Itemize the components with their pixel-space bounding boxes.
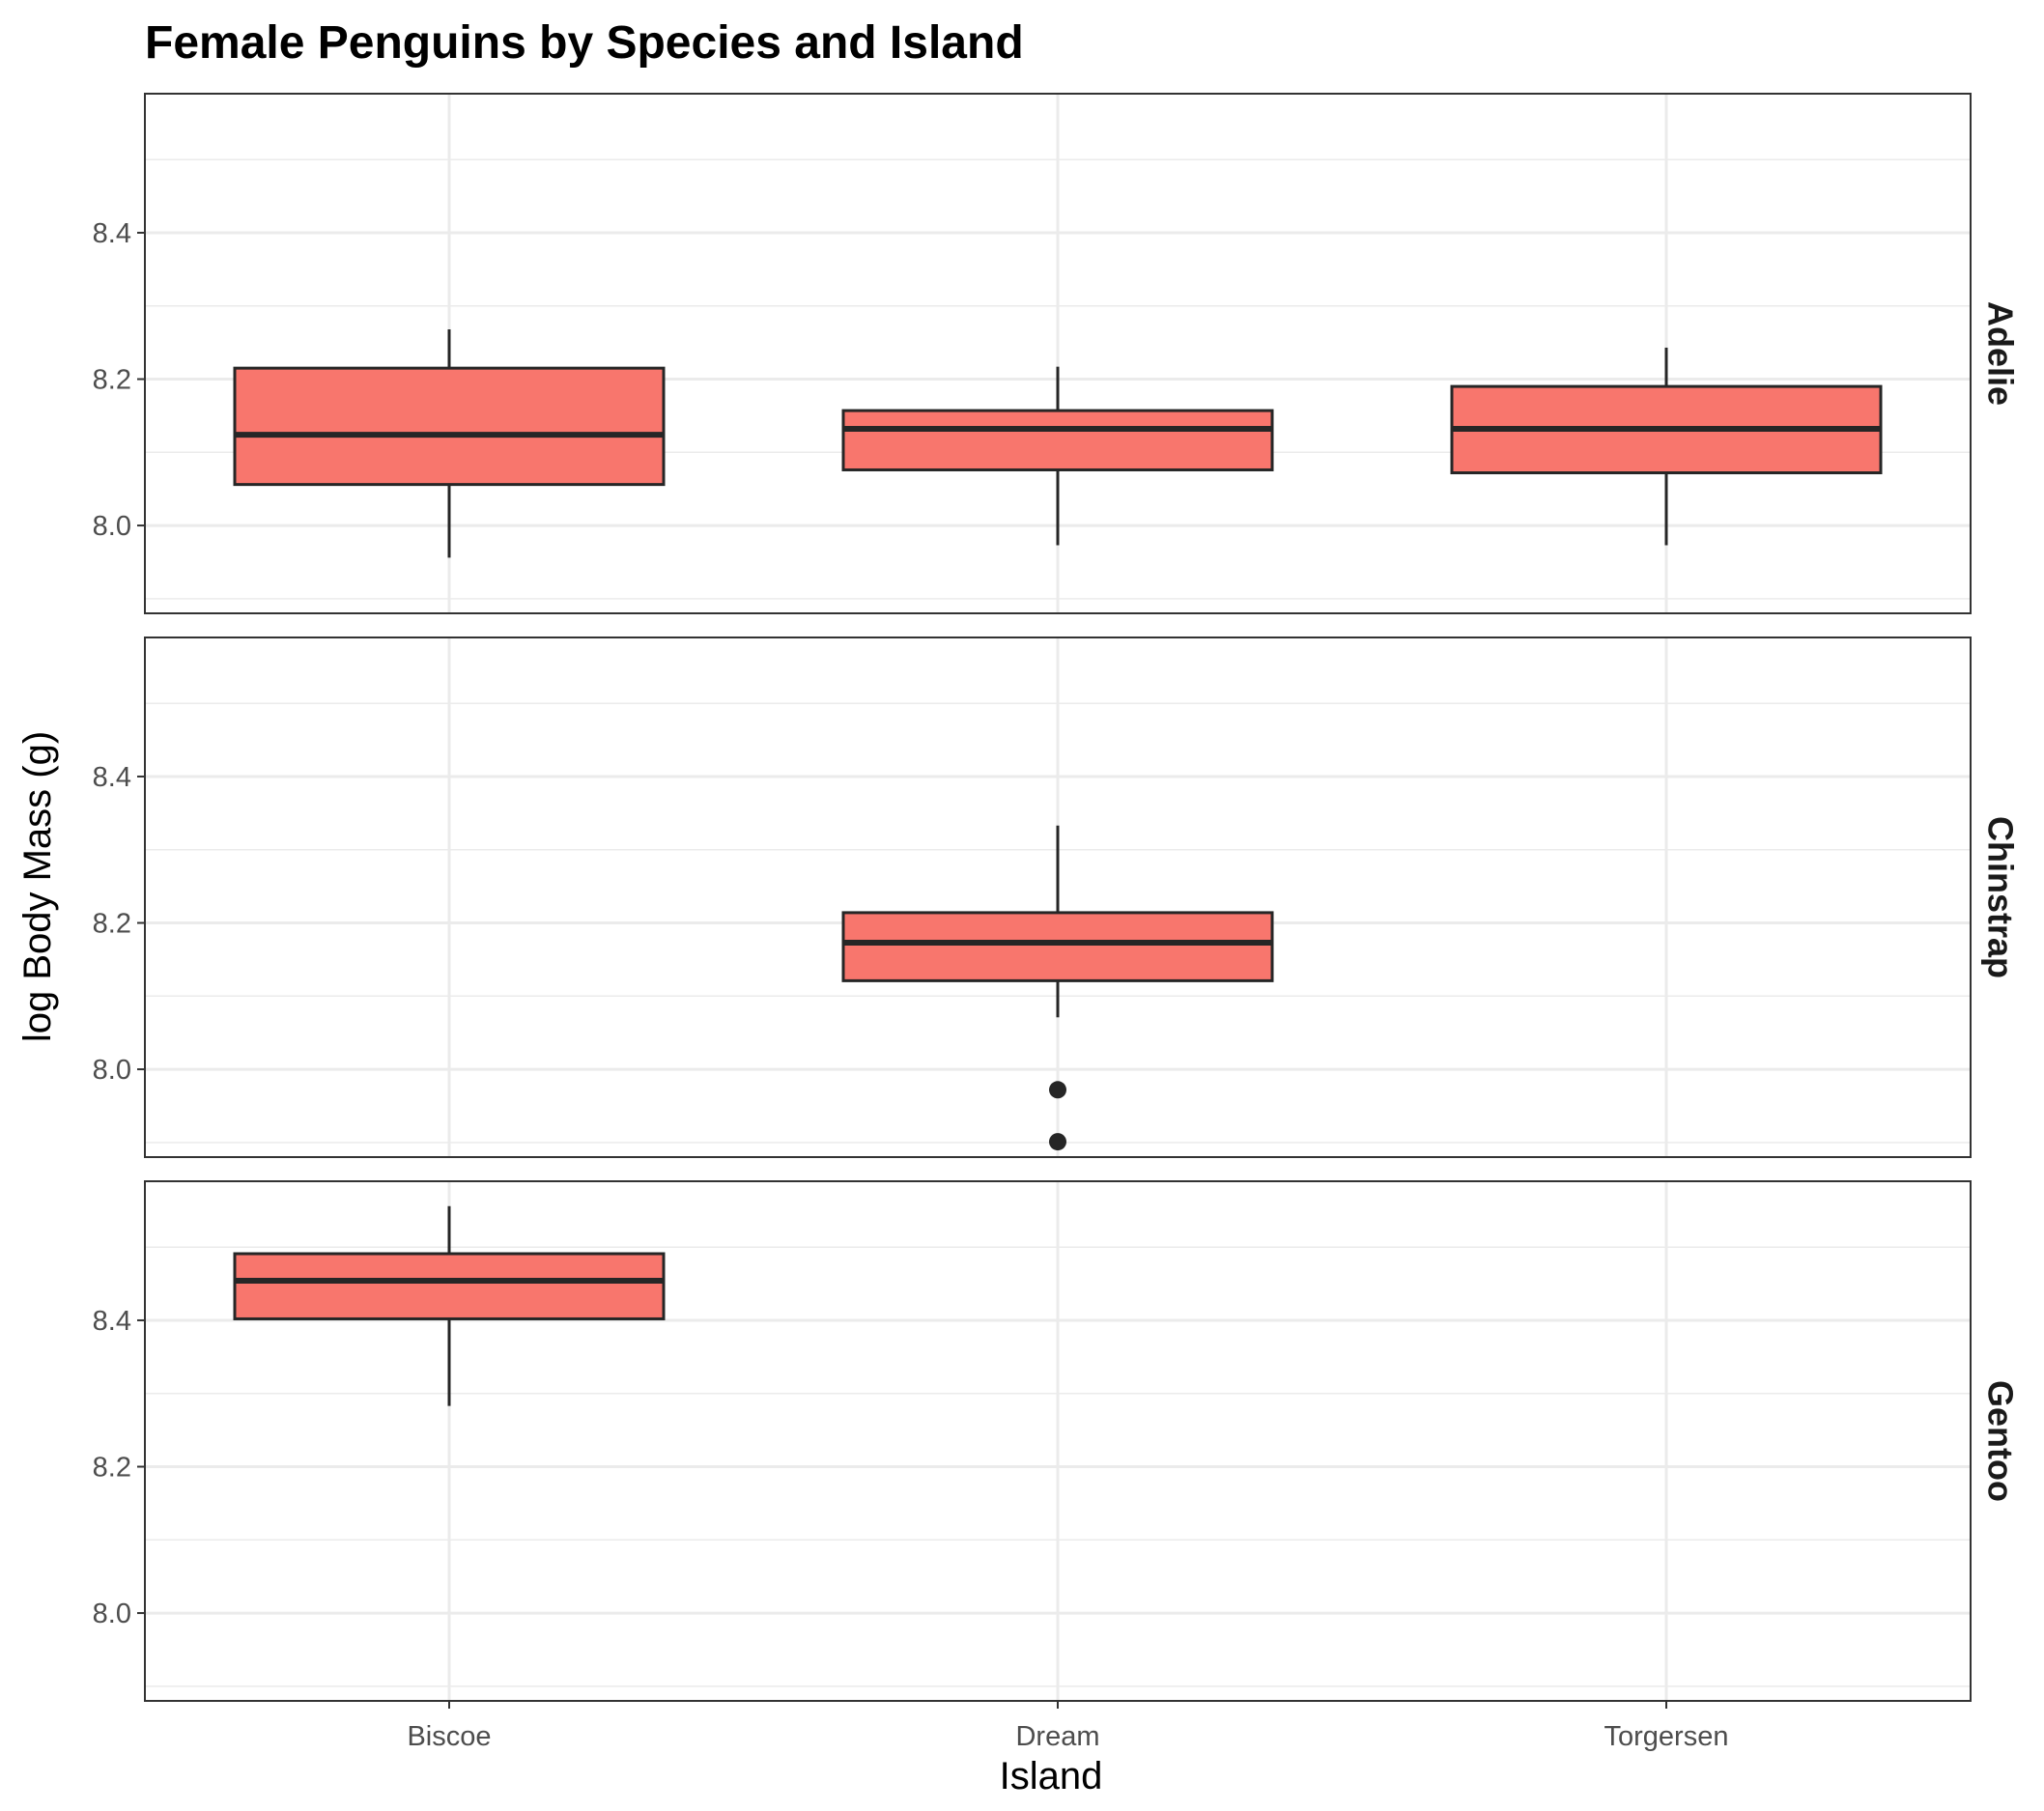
x-tick-label: Biscoe — [407, 1721, 491, 1752]
y-tick-label: 8.2 — [93, 1453, 131, 1484]
x-tick-label: Dream — [1015, 1721, 1099, 1752]
x-axis: Biscoe Dream Torgersen — [407, 1701, 1728, 1752]
outlier-point — [1049, 1081, 1066, 1099]
panel-border — [144, 637, 1972, 1158]
y-tick-label: 8.2 — [93, 909, 131, 940]
outlier-point — [1049, 1133, 1066, 1151]
box-iqr — [841, 911, 1274, 982]
panel-chinstrap: 8.0 8.2 8.4 Chinstrap — [93, 637, 2020, 1158]
chart-title: Female Penguins by Species and Island — [145, 17, 1024, 69]
x-tick-label: Torgersen — [1604, 1721, 1729, 1752]
panel-gentoo: 8.0 8.2 8.4 Gentoo — [93, 1180, 2020, 1702]
y-tick-label: 8.0 — [93, 1055, 131, 1086]
box-adelie-biscoe — [233, 328, 666, 558]
box-iqr — [841, 409, 1274, 471]
box-gentoo-biscoe — [233, 1205, 666, 1406]
box-adelie-dream — [841, 366, 1274, 546]
box-adelie-torgersen — [1450, 347, 1883, 546]
facet-strip-label: Gentoo — [1980, 1380, 2020, 1502]
box-iqr — [233, 1252, 666, 1320]
x-axis-title: Island — [1000, 1755, 1103, 1797]
box-iqr — [233, 366, 666, 487]
facet-panels: 8.08.28.4Adelie8.08.28.4Chinstrap8.08.28… — [93, 93, 2020, 1702]
y-tick-label: 8.4 — [93, 1306, 131, 1337]
panel-border — [144, 93, 1972, 614]
facet-strip-label: Adelie — [1980, 301, 2020, 406]
y-tick-label: 8.4 — [93, 762, 131, 793]
box-chinstrap-dream — [841, 825, 1274, 1151]
y-tick-label: 8.0 — [93, 511, 131, 542]
facet-strip-label: Chinstrap — [1980, 816, 2020, 978]
y-tick-label: 8.0 — [93, 1599, 131, 1629]
panel-adelie: 8.0 8.2 8.4 Adelie — [93, 93, 2020, 614]
y-axis-title: log Body Mass (g) — [16, 731, 59, 1042]
y-tick-label: 8.2 — [93, 365, 131, 396]
y-tick-label: 8.4 — [93, 218, 131, 249]
